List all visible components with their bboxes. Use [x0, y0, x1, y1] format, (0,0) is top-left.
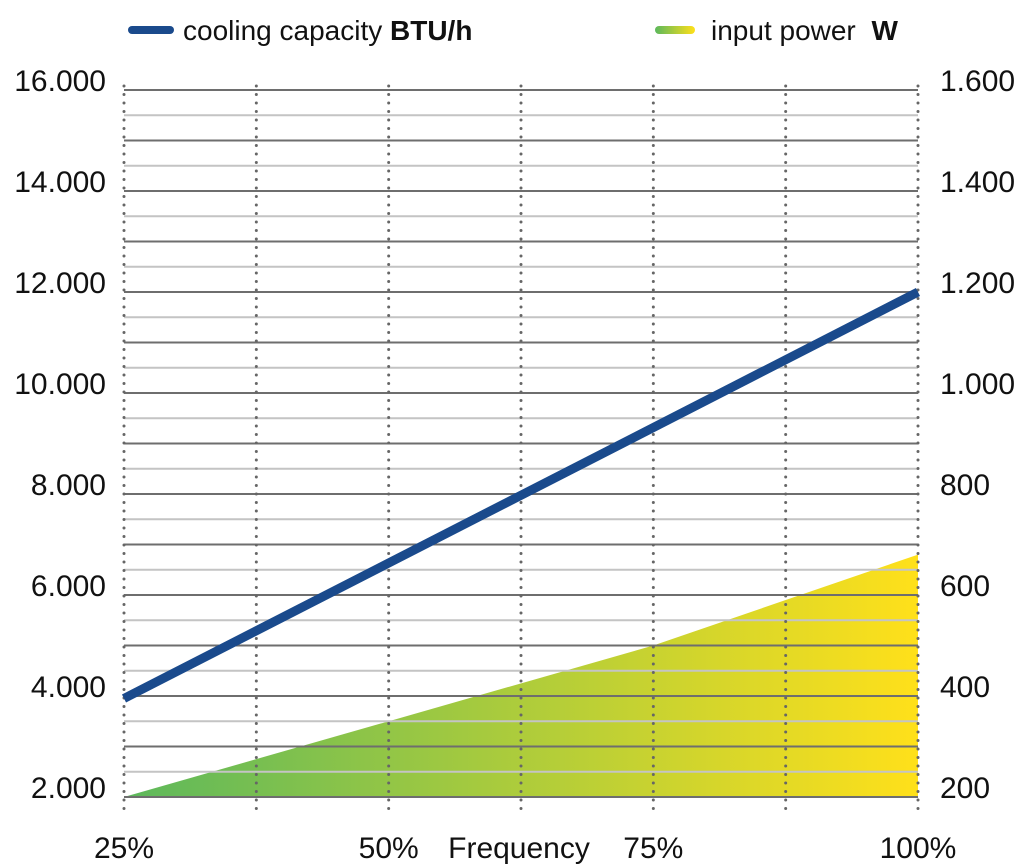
y-right-tick-label: 1.000: [940, 368, 1015, 401]
y-left-tick-label: 12.000: [14, 267, 106, 300]
y-right-tick-label: 600: [940, 570, 990, 603]
y-right-tick-label: 200: [940, 772, 990, 805]
cooling-capacity-line: [121, 287, 921, 703]
y-left-tick-label: 4.000: [31, 671, 106, 704]
y-left-tick-label: 10.000: [14, 368, 106, 401]
y-right-tick-label: 1.400: [940, 166, 1015, 199]
legend-label-power: input power W: [711, 15, 899, 46]
x-tick-label: 100%: [880, 832, 957, 865]
y-left-tick-label: 14.000: [14, 166, 106, 199]
y-right-tick-label: 800: [940, 469, 990, 502]
y-right-tick-label: 400: [940, 671, 990, 704]
input-power-area: [124, 554, 918, 797]
y-left-tick-label: 16.000: [14, 65, 106, 98]
x-tick-label: 75%: [623, 832, 683, 865]
y-left-tick-label: 2.000: [31, 772, 106, 805]
y-left-tick-label: 8.000: [31, 469, 106, 502]
y-left-tick-label: 6.000: [31, 570, 106, 603]
legend-label-cooling: cooling capacity BTU/h: [183, 15, 472, 46]
x-tick-label: 50%: [359, 832, 419, 865]
legend-swatch-power: [655, 26, 695, 34]
y-right-tick-label: 1.200: [940, 267, 1015, 300]
x-tick-label: 25%: [94, 832, 154, 865]
legend: cooling capacity BTU/h input power W: [128, 15, 899, 46]
x-axis-label: Frequency: [448, 832, 590, 865]
y-right-tick-label: 1.600: [940, 65, 1015, 98]
